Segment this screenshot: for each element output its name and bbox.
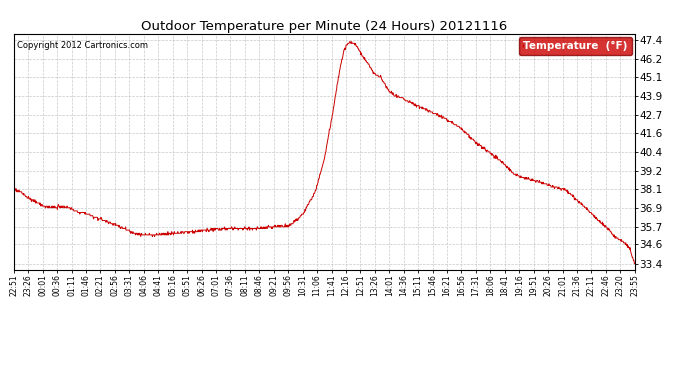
Text: Copyright 2012 Cartronics.com: Copyright 2012 Cartronics.com <box>17 41 148 50</box>
Title: Outdoor Temperature per Minute (24 Hours) 20121116: Outdoor Temperature per Minute (24 Hours… <box>141 20 507 33</box>
Legend: Temperature  (°F): Temperature (°F) <box>519 37 631 55</box>
